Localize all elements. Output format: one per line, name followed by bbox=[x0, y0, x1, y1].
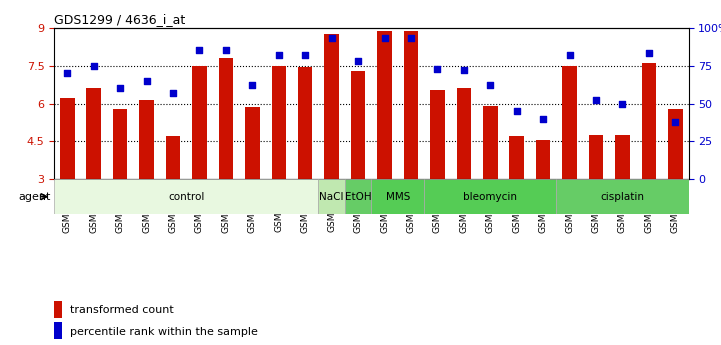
Point bbox=[485, 82, 496, 88]
Point bbox=[670, 119, 681, 125]
Bar bbox=[642, 63, 656, 179]
Bar bbox=[54, 322, 62, 339]
Bar bbox=[456, 88, 471, 179]
Point bbox=[326, 36, 337, 41]
Point bbox=[273, 52, 285, 58]
Bar bbox=[324, 34, 339, 179]
Text: NaCl: NaCl bbox=[319, 192, 344, 201]
Bar bbox=[557, 179, 689, 214]
Point bbox=[616, 101, 628, 106]
Bar bbox=[536, 140, 550, 179]
Bar bbox=[371, 179, 424, 214]
Text: transformed count: transformed count bbox=[70, 305, 174, 315]
Point bbox=[590, 98, 602, 103]
Text: agent: agent bbox=[18, 192, 50, 201]
Bar bbox=[272, 66, 286, 179]
Bar bbox=[351, 71, 366, 179]
Point bbox=[88, 63, 99, 68]
Bar bbox=[245, 107, 260, 179]
Text: percentile rank within the sample: percentile rank within the sample bbox=[70, 327, 258, 337]
Point bbox=[458, 67, 469, 73]
Bar bbox=[218, 58, 233, 179]
Bar bbox=[54, 301, 62, 318]
Bar bbox=[60, 98, 74, 179]
Bar bbox=[510, 136, 524, 179]
Bar bbox=[483, 106, 497, 179]
Point bbox=[379, 36, 390, 41]
Text: bleomycin: bleomycin bbox=[464, 192, 517, 201]
Bar bbox=[87, 88, 101, 179]
Bar bbox=[298, 67, 312, 179]
Bar bbox=[424, 179, 557, 214]
Bar bbox=[377, 31, 392, 179]
Point bbox=[537, 116, 549, 121]
Point bbox=[115, 86, 126, 91]
Point bbox=[299, 52, 311, 58]
Bar bbox=[139, 100, 154, 179]
Point bbox=[61, 70, 73, 76]
Point bbox=[643, 51, 655, 56]
Point bbox=[167, 90, 179, 96]
Text: MMS: MMS bbox=[386, 192, 410, 201]
Bar bbox=[430, 90, 445, 179]
Bar bbox=[404, 31, 418, 179]
Bar bbox=[615, 135, 629, 179]
Point bbox=[220, 48, 231, 53]
Bar bbox=[562, 66, 577, 179]
Bar bbox=[319, 179, 345, 214]
Text: GDS1299 / 4636_i_at: GDS1299 / 4636_i_at bbox=[54, 13, 185, 27]
Text: cisplatin: cisplatin bbox=[601, 192, 645, 201]
Text: control: control bbox=[168, 192, 205, 201]
Bar bbox=[54, 179, 319, 214]
Bar bbox=[668, 109, 683, 179]
Text: EtOH: EtOH bbox=[345, 192, 371, 201]
Point bbox=[247, 82, 258, 88]
Point bbox=[194, 48, 205, 53]
Point bbox=[141, 78, 152, 83]
Point bbox=[405, 36, 417, 41]
Bar bbox=[166, 136, 180, 179]
Point bbox=[353, 58, 364, 64]
Bar bbox=[589, 135, 603, 179]
Point bbox=[511, 108, 523, 114]
Bar bbox=[345, 179, 371, 214]
Bar bbox=[193, 66, 207, 179]
Point bbox=[432, 66, 443, 71]
Point bbox=[564, 52, 575, 58]
Bar bbox=[113, 109, 128, 179]
